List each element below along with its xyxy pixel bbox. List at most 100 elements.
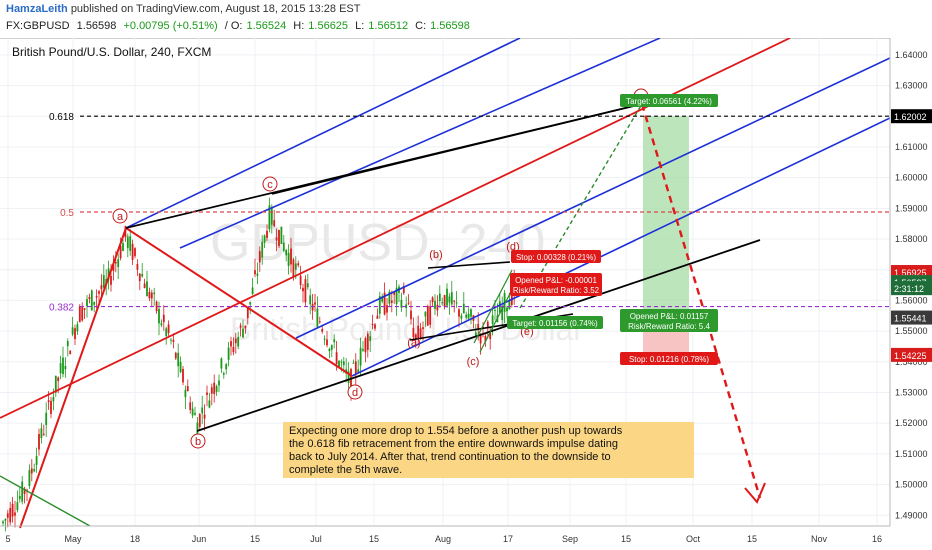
- green-trendline: [0, 475, 91, 527]
- candle-body: [261, 242, 264, 258]
- candle-body: [189, 402, 192, 410]
- price-tag-label: 1.56925: [894, 268, 927, 278]
- candle-body: [153, 292, 156, 295]
- candle-body: [244, 325, 247, 329]
- candle-body: [282, 242, 285, 251]
- candle-body: [258, 251, 261, 263]
- price-chart[interactable]: GBPUSD, 240 British Pound/U.S. Dollar 0.…: [0, 38, 932, 550]
- candle-body: [95, 295, 98, 298]
- candle-body: [436, 304, 439, 311]
- time-tick-label: 5: [5, 534, 10, 544]
- candle-body: [237, 336, 240, 347]
- stop-bottom-box-text: Stop: 0.01216 (0.78%): [629, 355, 709, 364]
- candle-body: [100, 285, 103, 290]
- candle-body: [6, 513, 9, 518]
- candle-body: [50, 400, 52, 414]
- candle-body: [275, 237, 278, 241]
- price-tick-label: 1.52000: [895, 418, 928, 428]
- candle-body: [354, 361, 357, 374]
- candle-body: [138, 273, 141, 282]
- target-bottom-box: [507, 316, 603, 329]
- candle-body: [141, 274, 144, 277]
- pnl-bottom-box-text: Opened P&L: 0.01157: [630, 312, 709, 321]
- candle-body: [165, 328, 168, 336]
- candle-body: [506, 307, 508, 312]
- candle-body: [462, 303, 465, 314]
- candle-body: [196, 422, 199, 435]
- candle-body: [278, 230, 280, 246]
- candle-body: [174, 352, 177, 359]
- candle-body: [107, 268, 110, 280]
- candle-body: [112, 264, 115, 271]
- price-tag-label: 1.54225: [894, 351, 927, 361]
- candle-body: [249, 301, 252, 305]
- candle-body: [366, 333, 369, 350]
- candle-body: [102, 275, 105, 288]
- candle-body: [148, 291, 151, 299]
- candle-body: [489, 330, 492, 340]
- candle-body: [213, 382, 216, 394]
- chart-header: HamzaLeith published on TradingView.com,…: [0, 0, 932, 39]
- wave-label: b: [195, 436, 201, 448]
- candle-body: [126, 236, 129, 249]
- profit-zone: [643, 116, 689, 318]
- ohlc-line: FX:GBPUSD 1.56598 +0.00795 (+0.51%) / O:…: [6, 20, 474, 32]
- pnl-top-box: [510, 273, 602, 296]
- note-text: Expecting one more drop to 1.554 before …: [289, 425, 623, 437]
- candle-body: [76, 324, 79, 332]
- candle-body: [35, 455, 38, 465]
- candle-body: [280, 226, 283, 245]
- candle-body: [201, 407, 204, 414]
- time-tick-label: 15: [747, 534, 757, 544]
- time-tick-label: 15: [250, 534, 260, 544]
- candle-body: [2, 521, 4, 524]
- candle-body: [40, 428, 43, 439]
- candle-body: [66, 341, 69, 347]
- time-tick-label: 16: [872, 534, 882, 544]
- candle-body: [30, 468, 33, 474]
- candle-body: [129, 236, 132, 251]
- candle-body: [215, 386, 218, 392]
- pnl-top-box-text: Opened P&L: -0.00001: [515, 276, 597, 285]
- price-tag: [891, 281, 932, 296]
- candle-body: [419, 328, 422, 338]
- candle-body: [501, 305, 504, 320]
- pnl-bottom-box: [620, 309, 718, 332]
- candle-body: [114, 261, 117, 264]
- candle-body: [443, 295, 446, 307]
- candle-body: [136, 264, 139, 270]
- candle-body: [160, 323, 163, 326]
- candle-body: [376, 315, 379, 319]
- candle-body: [210, 387, 213, 394]
- note-text: back to July 2014. After that, trend con…: [289, 451, 611, 463]
- note-text: the 0.618 fib retracement from the entir…: [289, 438, 618, 450]
- time-tick-label: 17: [503, 534, 513, 544]
- candle-body: [119, 245, 122, 259]
- pitchfork-upper-line-2: [179, 38, 661, 249]
- candle-body: [441, 302, 444, 304]
- price-tick-label: 1.61000: [895, 142, 928, 152]
- wave-label-circle: [112, 208, 128, 224]
- candle-body: [414, 334, 417, 339]
- candle-body: [273, 220, 276, 227]
- candle-body: [426, 306, 429, 326]
- candle-body: [170, 339, 172, 341]
- author-link[interactable]: HamzaLeith: [6, 3, 68, 15]
- candle-body: [390, 300, 393, 303]
- candle-body: [465, 314, 468, 318]
- candle-body: [330, 345, 333, 350]
- candle-body: [378, 296, 381, 314]
- candle-body: [98, 291, 100, 294]
- candle-body: [33, 469, 36, 472]
- wave-label: (b): [429, 249, 442, 261]
- price-tick-label: 1.56000: [895, 295, 928, 305]
- candle-body: [222, 373, 225, 375]
- candle-body: [191, 408, 194, 416]
- wave-label: (a): [407, 337, 420, 349]
- time-tick-label: Jun: [192, 534, 207, 544]
- wave-label: (c): [467, 356, 480, 368]
- price-change: +0.00795 (+0.51%): [123, 20, 218, 32]
- candle-body: [86, 299, 88, 307]
- candle-body: [410, 310, 412, 320]
- candle-body: [417, 325, 420, 339]
